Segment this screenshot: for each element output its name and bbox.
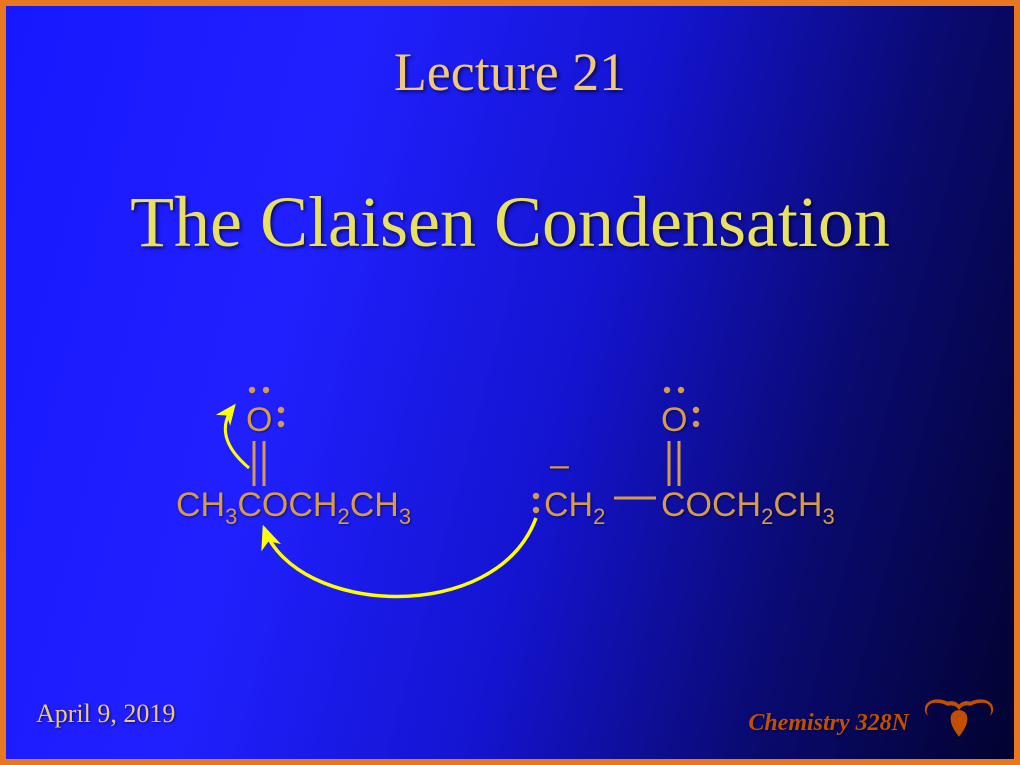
slide-title: The Claisen Condensation xyxy=(6,181,1014,264)
lone-pair-dot xyxy=(693,407,699,413)
lone-pair-dot xyxy=(278,421,284,427)
lone-pair-dot xyxy=(278,407,284,413)
lone-pair-dot xyxy=(533,493,539,499)
lecture-label: Lecture 21 xyxy=(6,41,1014,103)
longhorn-logo-icon xyxy=(924,696,994,741)
slide: Lecture 21 The Claisen Condensation CH3C… xyxy=(0,0,1020,765)
chemical-structure-diagram: CH3COCH2CH3 O CH2 – xyxy=(116,366,916,626)
lone-pair-dot xyxy=(664,387,670,393)
chem-right-ch2: CH2 xyxy=(544,486,605,529)
oxygen-right: O xyxy=(661,401,687,439)
lone-pair-dot xyxy=(263,387,269,393)
lone-pair-dot xyxy=(678,387,684,393)
negative-charge: – xyxy=(550,446,569,484)
course-label: Chemistry 328N xyxy=(748,710,909,737)
slide-date: April 9, 2019 xyxy=(36,699,175,729)
chem-right-coch2ch3: COCH2CH3 xyxy=(661,486,835,529)
lone-pair-dot xyxy=(249,387,255,393)
lone-pair-dot xyxy=(533,507,539,513)
chem-left-text: CH3COCH2CH3 xyxy=(176,486,411,529)
oxygen-left: O xyxy=(246,401,272,439)
chemistry-svg: CH3COCH2CH3 O CH2 – xyxy=(116,366,916,626)
curved-arrow-bottom xyxy=(264,518,536,597)
lone-pair-dot xyxy=(693,421,699,427)
